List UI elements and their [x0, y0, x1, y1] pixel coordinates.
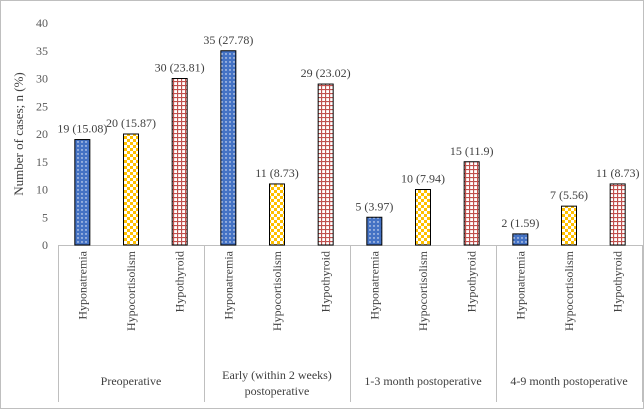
bar-hyponatremia: [512, 233, 529, 246]
group-label: 4-9 month postoperative: [510, 374, 627, 388]
data-label: 10 (7.94): [401, 172, 445, 186]
data-label: 2 (1.59): [501, 216, 539, 230]
y-tick-label: 10: [36, 183, 48, 197]
data-label: 11 (8.73): [596, 166, 640, 180]
y-tick-label: 35: [36, 44, 48, 58]
data-label: 15 (11.9): [450, 144, 494, 158]
bar-hyponatremia: [366, 216, 383, 246]
y-tick-label: 25: [36, 99, 48, 113]
category-label: Hypocortisolism: [124, 250, 138, 331]
data-label: 30 (23.81): [155, 61, 205, 75]
category-label: Hyponatremia: [367, 250, 381, 319]
category-label: Hypothyroid: [465, 251, 479, 312]
data-label: 11 (8.73): [255, 166, 299, 180]
category-label: Hypocortisolism: [416, 250, 430, 331]
bar-hypocortisolism: [269, 183, 285, 246]
group-label: Preoperative: [101, 374, 162, 388]
y-tick-label: 30: [36, 72, 48, 86]
bar-hypothyroid: [609, 183, 626, 246]
y-tick-label: 40: [36, 16, 48, 30]
y-axis-label: Number of cases; n (%): [11, 72, 26, 195]
y-tick-label: 15: [36, 155, 48, 169]
group-label: postoperative: [245, 384, 310, 398]
category-label: Hyponatremia: [75, 250, 89, 319]
category-label: Hypothyroid: [319, 251, 333, 312]
bar-hyponatremia: [220, 50, 237, 246]
data-label: 19 (15.08): [57, 122, 107, 136]
bar-hypothyroid: [171, 78, 188, 246]
y-tick-label: 5: [42, 210, 48, 224]
y-tick-label: 0: [42, 238, 48, 252]
bar-hyponatremia: [74, 139, 91, 246]
y-tick-label: 20: [36, 127, 48, 141]
bar-hypocortisolism: [561, 205, 577, 246]
bar-hypothyroid: [317, 83, 334, 246]
group-label: 1-3 month postoperative: [364, 374, 481, 388]
data-label: 35 (27.78): [203, 33, 253, 47]
data-label: 20 (15.87): [106, 116, 156, 130]
data-label: 29 (23.02): [301, 66, 351, 80]
bar-hypocortisolism: [123, 133, 139, 246]
bar-hypocortisolism: [415, 189, 431, 246]
category-label: Hyponatremia: [221, 250, 235, 319]
group-label: Early (within 2 weeks): [222, 368, 332, 382]
category-label: Hyponatremia: [513, 250, 527, 319]
category-label: Hypocortisolism: [270, 250, 284, 331]
category-label: Hypocortisolism: [562, 250, 576, 331]
category-label: Hypothyroid: [611, 251, 625, 312]
data-label: 7 (5.56): [550, 188, 588, 202]
bar-hypothyroid: [463, 161, 480, 246]
category-label: Hypothyroid: [173, 251, 187, 312]
data-label: 5 (3.97): [355, 199, 393, 213]
